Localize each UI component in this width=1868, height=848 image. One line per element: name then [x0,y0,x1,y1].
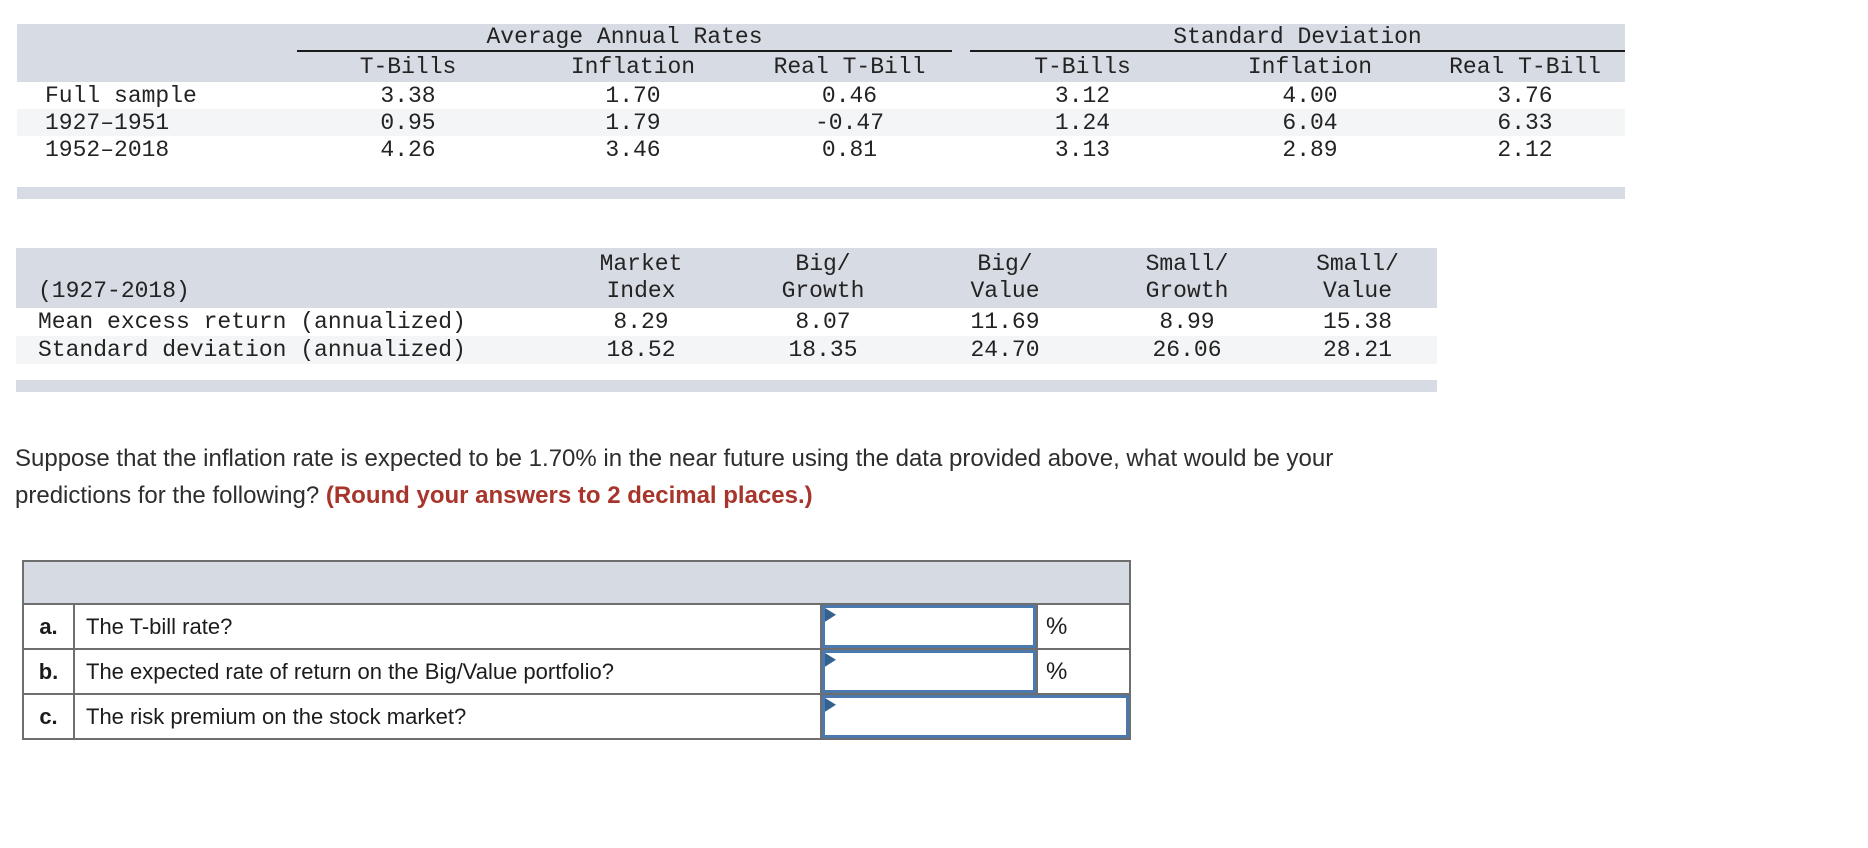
row-label: Standard deviation (annualized) [16,336,550,364]
cell: 3.76 [1497,82,1553,109]
cell: 0.81 [821,136,878,163]
col-header: T-Bills [970,51,1195,82]
cell: 2.89 [1282,136,1338,163]
row-label: 1927–1951 [17,109,297,136]
cell: 2.12 [1497,136,1553,163]
cell: 4.00 [1282,82,1338,109]
table-footer-bar [16,380,1437,392]
cell: 3.13 [1054,136,1111,163]
cell: 24.70 [914,336,1096,364]
table-footer-bar [17,187,1625,199]
cell: 1.79 [519,109,747,136]
row-label: Full sample [45,82,197,109]
cell: 11.69 [970,309,1040,335]
cell: 15.38 [1322,309,1392,335]
col-header: Small/ Value [1278,248,1437,308]
cell: 1.70 [605,82,661,109]
cell: 3.46 [605,136,661,163]
cell: 8.29 [613,309,669,335]
group-header-row: Average Annual Rates Standard Deviation [17,24,1626,52]
col-header: Market Index [550,248,732,308]
col-header: Small/ Growth [1096,248,1278,308]
answer-input-c[interactable] [825,698,1126,735]
answer-row-b: b. The expected rate of return on the Bi… [22,648,1131,695]
cell: -0.47 [747,109,952,136]
cell: 6.04 [1195,109,1425,136]
answer-header-row [22,560,1131,605]
group-header-average-annual-rates: Average Annual Rates [297,24,952,52]
question-line1: Suppose that the inflation rate is expec… [15,445,1334,472]
row-letter: b. [22,648,75,695]
spacer-cell [952,24,970,51]
col-header: T-Bills [297,51,519,82]
question-line2: predictions for the following? [15,482,320,509]
answer-input-box-c[interactable] [822,695,1129,738]
cell: 28.21 [1278,336,1437,364]
cell: 3.38 [380,82,436,109]
cell: 0.46 [821,82,878,109]
percent-suffix: % [1036,603,1131,650]
cell: 3.12 [1054,82,1111,109]
cell: 26.06 [1096,336,1278,364]
answer-prompt: The risk premium on the stock market? [73,693,822,740]
col-header: Big/ Growth [732,248,914,308]
answer-input-cell [820,603,1038,650]
answer-input-a[interactable] [825,608,1033,645]
cell: 6.33 [1425,109,1626,136]
answer-input-box-a[interactable] [822,605,1036,648]
rounding-instruction: (Round your answers to 2 decimal places.… [325,482,813,509]
answer-prompt: The expected rate of return on the Big/V… [73,648,822,695]
col-header: Real T-Bill [747,51,952,82]
answer-input-b[interactable] [825,653,1033,690]
col-header: Real T-Bill [1425,51,1626,82]
table-row: 1952–2018 4.26 3.46 0.81 3.13 2.89 2.12 [17,136,1625,163]
answer-input-cell [820,693,1131,740]
portfolio-stats-table: (1927-2018) Market Index Big/ Growth Big… [16,248,1437,364]
column-header-row: (1927-2018) Market Index Big/ Growth Big… [16,248,1437,308]
table-row: Standard deviation (annualized) 18.52 18… [16,336,1437,364]
answer-table: a. The T-bill rate? % b. The expected ra… [22,560,1131,740]
cell: 0.95 [297,109,519,136]
table-row: Mean excess return (annualized) 8.29 8.0… [16,308,1437,336]
cell: 8.99 [1159,309,1215,335]
cell: 18.52 [550,336,732,364]
question-text: Suppose that the inflation rate is expec… [15,440,1815,514]
column-header-row: T-Bills Inflation Real T-Bill T-Bills In… [17,51,1626,82]
rates-summary-table: Average Annual Rates Standard Deviation … [17,24,1626,163]
answer-row-a: a. The T-bill rate? % [22,603,1131,650]
cell: 8.07 [795,309,851,335]
group-header-standard-deviation: Standard Deviation [970,24,1626,52]
row-label: 1952–2018 [45,136,170,163]
col-header: Inflation [1195,51,1425,82]
percent-suffix: % [1036,648,1131,695]
period-label: (1927-2018) [16,248,550,308]
row-letter: a. [22,603,75,650]
corner-cell [17,24,297,51]
row-label: Mean excess return (annualized) [38,309,466,335]
row-letter: c. [22,693,75,740]
answer-row-c: c. The risk premium on the stock market? [22,693,1131,740]
table-row: Full sample 3.38 1.70 0.46 3.12 4.00 3.7… [17,82,1625,109]
col-header: Inflation [519,51,747,82]
table-row: 1927–1951 0.95 1.79 -0.47 1.24 6.04 6.33 [17,109,1626,136]
answer-prompt: The T-bill rate? [73,603,822,650]
answer-input-box-b[interactable] [822,650,1036,693]
cell: 18.35 [732,336,914,364]
answer-input-cell [820,648,1038,695]
col-header: Big/ Value [914,248,1096,308]
cell: 1.24 [970,109,1195,136]
answer-table-header [22,560,1131,605]
cell: 4.26 [380,136,436,163]
